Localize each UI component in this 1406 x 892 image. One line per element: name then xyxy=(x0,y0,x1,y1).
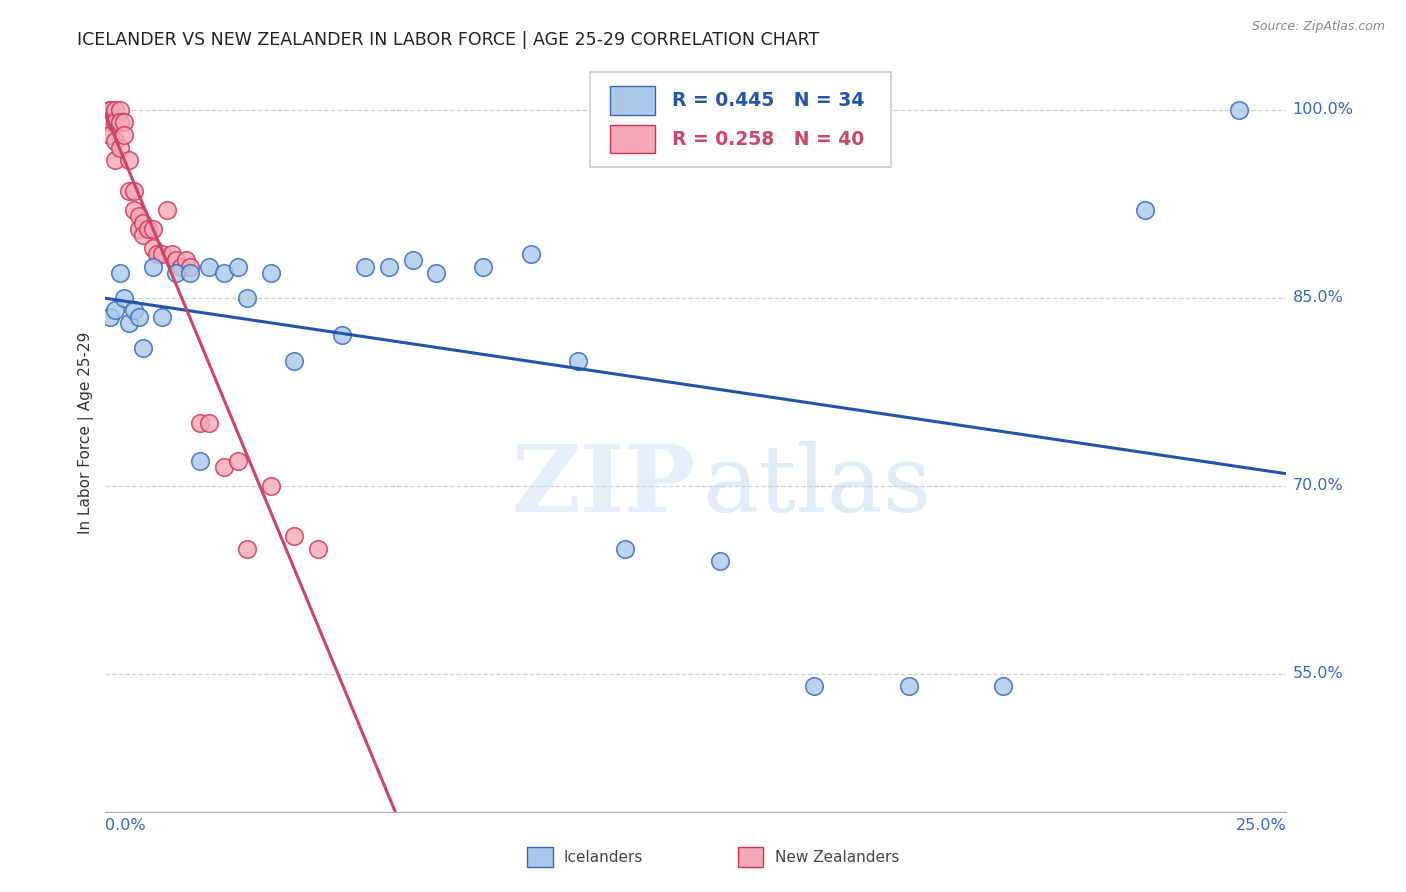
Point xyxy=(260,479,283,493)
Point xyxy=(104,303,127,318)
Point xyxy=(283,529,305,543)
Point xyxy=(179,266,201,280)
Point xyxy=(142,260,165,274)
Point xyxy=(122,203,145,218)
Text: atlas: atlas xyxy=(702,441,931,531)
Text: R = 0.258   N = 40: R = 0.258 N = 40 xyxy=(672,129,865,149)
Point xyxy=(425,266,447,280)
Point xyxy=(212,266,235,280)
Point xyxy=(132,216,155,230)
Point xyxy=(354,260,377,274)
Point xyxy=(1227,103,1250,117)
Point xyxy=(897,680,920,694)
Point xyxy=(378,260,401,274)
Point xyxy=(307,541,329,556)
Point xyxy=(236,291,259,305)
Point xyxy=(112,291,135,305)
Text: ZIP: ZIP xyxy=(512,441,696,531)
Point xyxy=(146,247,169,261)
Point xyxy=(132,228,155,243)
Point xyxy=(170,260,193,274)
Point xyxy=(179,260,201,274)
FancyBboxPatch shape xyxy=(589,72,891,168)
Point xyxy=(803,680,825,694)
Text: 85.0%: 85.0% xyxy=(1292,291,1343,305)
Point xyxy=(104,134,127,148)
Point xyxy=(122,185,145,199)
Point xyxy=(226,260,249,274)
Point xyxy=(98,103,121,117)
Point xyxy=(150,310,173,324)
Text: 25.0%: 25.0% xyxy=(1236,818,1286,833)
Point xyxy=(212,460,235,475)
Point xyxy=(188,416,211,430)
Point xyxy=(188,454,211,468)
Text: Icelanders: Icelanders xyxy=(564,850,643,864)
Point xyxy=(136,222,159,236)
Text: 100.0%: 100.0% xyxy=(1292,103,1354,118)
Point xyxy=(112,115,135,129)
Point xyxy=(401,253,423,268)
Point xyxy=(128,222,150,236)
Point xyxy=(472,260,495,274)
Point xyxy=(142,241,165,255)
Point xyxy=(128,310,150,324)
Point xyxy=(98,115,121,129)
Point xyxy=(1133,203,1156,218)
Point xyxy=(128,210,150,224)
Point xyxy=(165,253,187,268)
Point xyxy=(118,316,141,330)
Point xyxy=(198,260,221,274)
Point xyxy=(198,416,221,430)
Point xyxy=(991,680,1014,694)
Point xyxy=(330,328,353,343)
Text: Source: ZipAtlas.com: Source: ZipAtlas.com xyxy=(1251,20,1385,33)
Point xyxy=(108,115,131,129)
Point xyxy=(98,128,121,142)
Point xyxy=(118,185,141,199)
Point xyxy=(108,103,131,117)
Point xyxy=(108,266,131,280)
Point xyxy=(160,247,183,261)
Point xyxy=(283,353,305,368)
Point xyxy=(98,310,121,324)
Y-axis label: In Labor Force | Age 25-29: In Labor Force | Age 25-29 xyxy=(79,332,94,533)
Point xyxy=(142,222,165,236)
Text: New Zealanders: New Zealanders xyxy=(775,850,898,864)
Point xyxy=(98,103,121,117)
Point xyxy=(132,341,155,355)
Bar xyxy=(610,125,655,153)
Point xyxy=(236,541,259,556)
Point xyxy=(174,253,197,268)
Point xyxy=(709,554,731,568)
Point xyxy=(567,353,589,368)
Point xyxy=(156,203,179,218)
Point xyxy=(104,115,127,129)
Text: 0.0%: 0.0% xyxy=(105,818,146,833)
Point xyxy=(122,303,145,318)
Point xyxy=(118,153,141,167)
Text: 70.0%: 70.0% xyxy=(1292,478,1343,493)
Point xyxy=(226,454,249,468)
Point xyxy=(260,266,283,280)
Point xyxy=(104,103,127,117)
Point xyxy=(108,140,131,154)
Bar xyxy=(610,87,655,115)
Point xyxy=(614,541,637,556)
Point xyxy=(150,247,173,261)
Point xyxy=(519,247,541,261)
Text: ICELANDER VS NEW ZEALANDER IN LABOR FORCE | AGE 25-29 CORRELATION CHART: ICELANDER VS NEW ZEALANDER IN LABOR FORC… xyxy=(77,31,820,49)
Point xyxy=(104,153,127,167)
Text: R = 0.445   N = 34: R = 0.445 N = 34 xyxy=(672,91,865,111)
Point xyxy=(112,128,135,142)
Point xyxy=(165,266,187,280)
Text: 55.0%: 55.0% xyxy=(1292,666,1343,681)
